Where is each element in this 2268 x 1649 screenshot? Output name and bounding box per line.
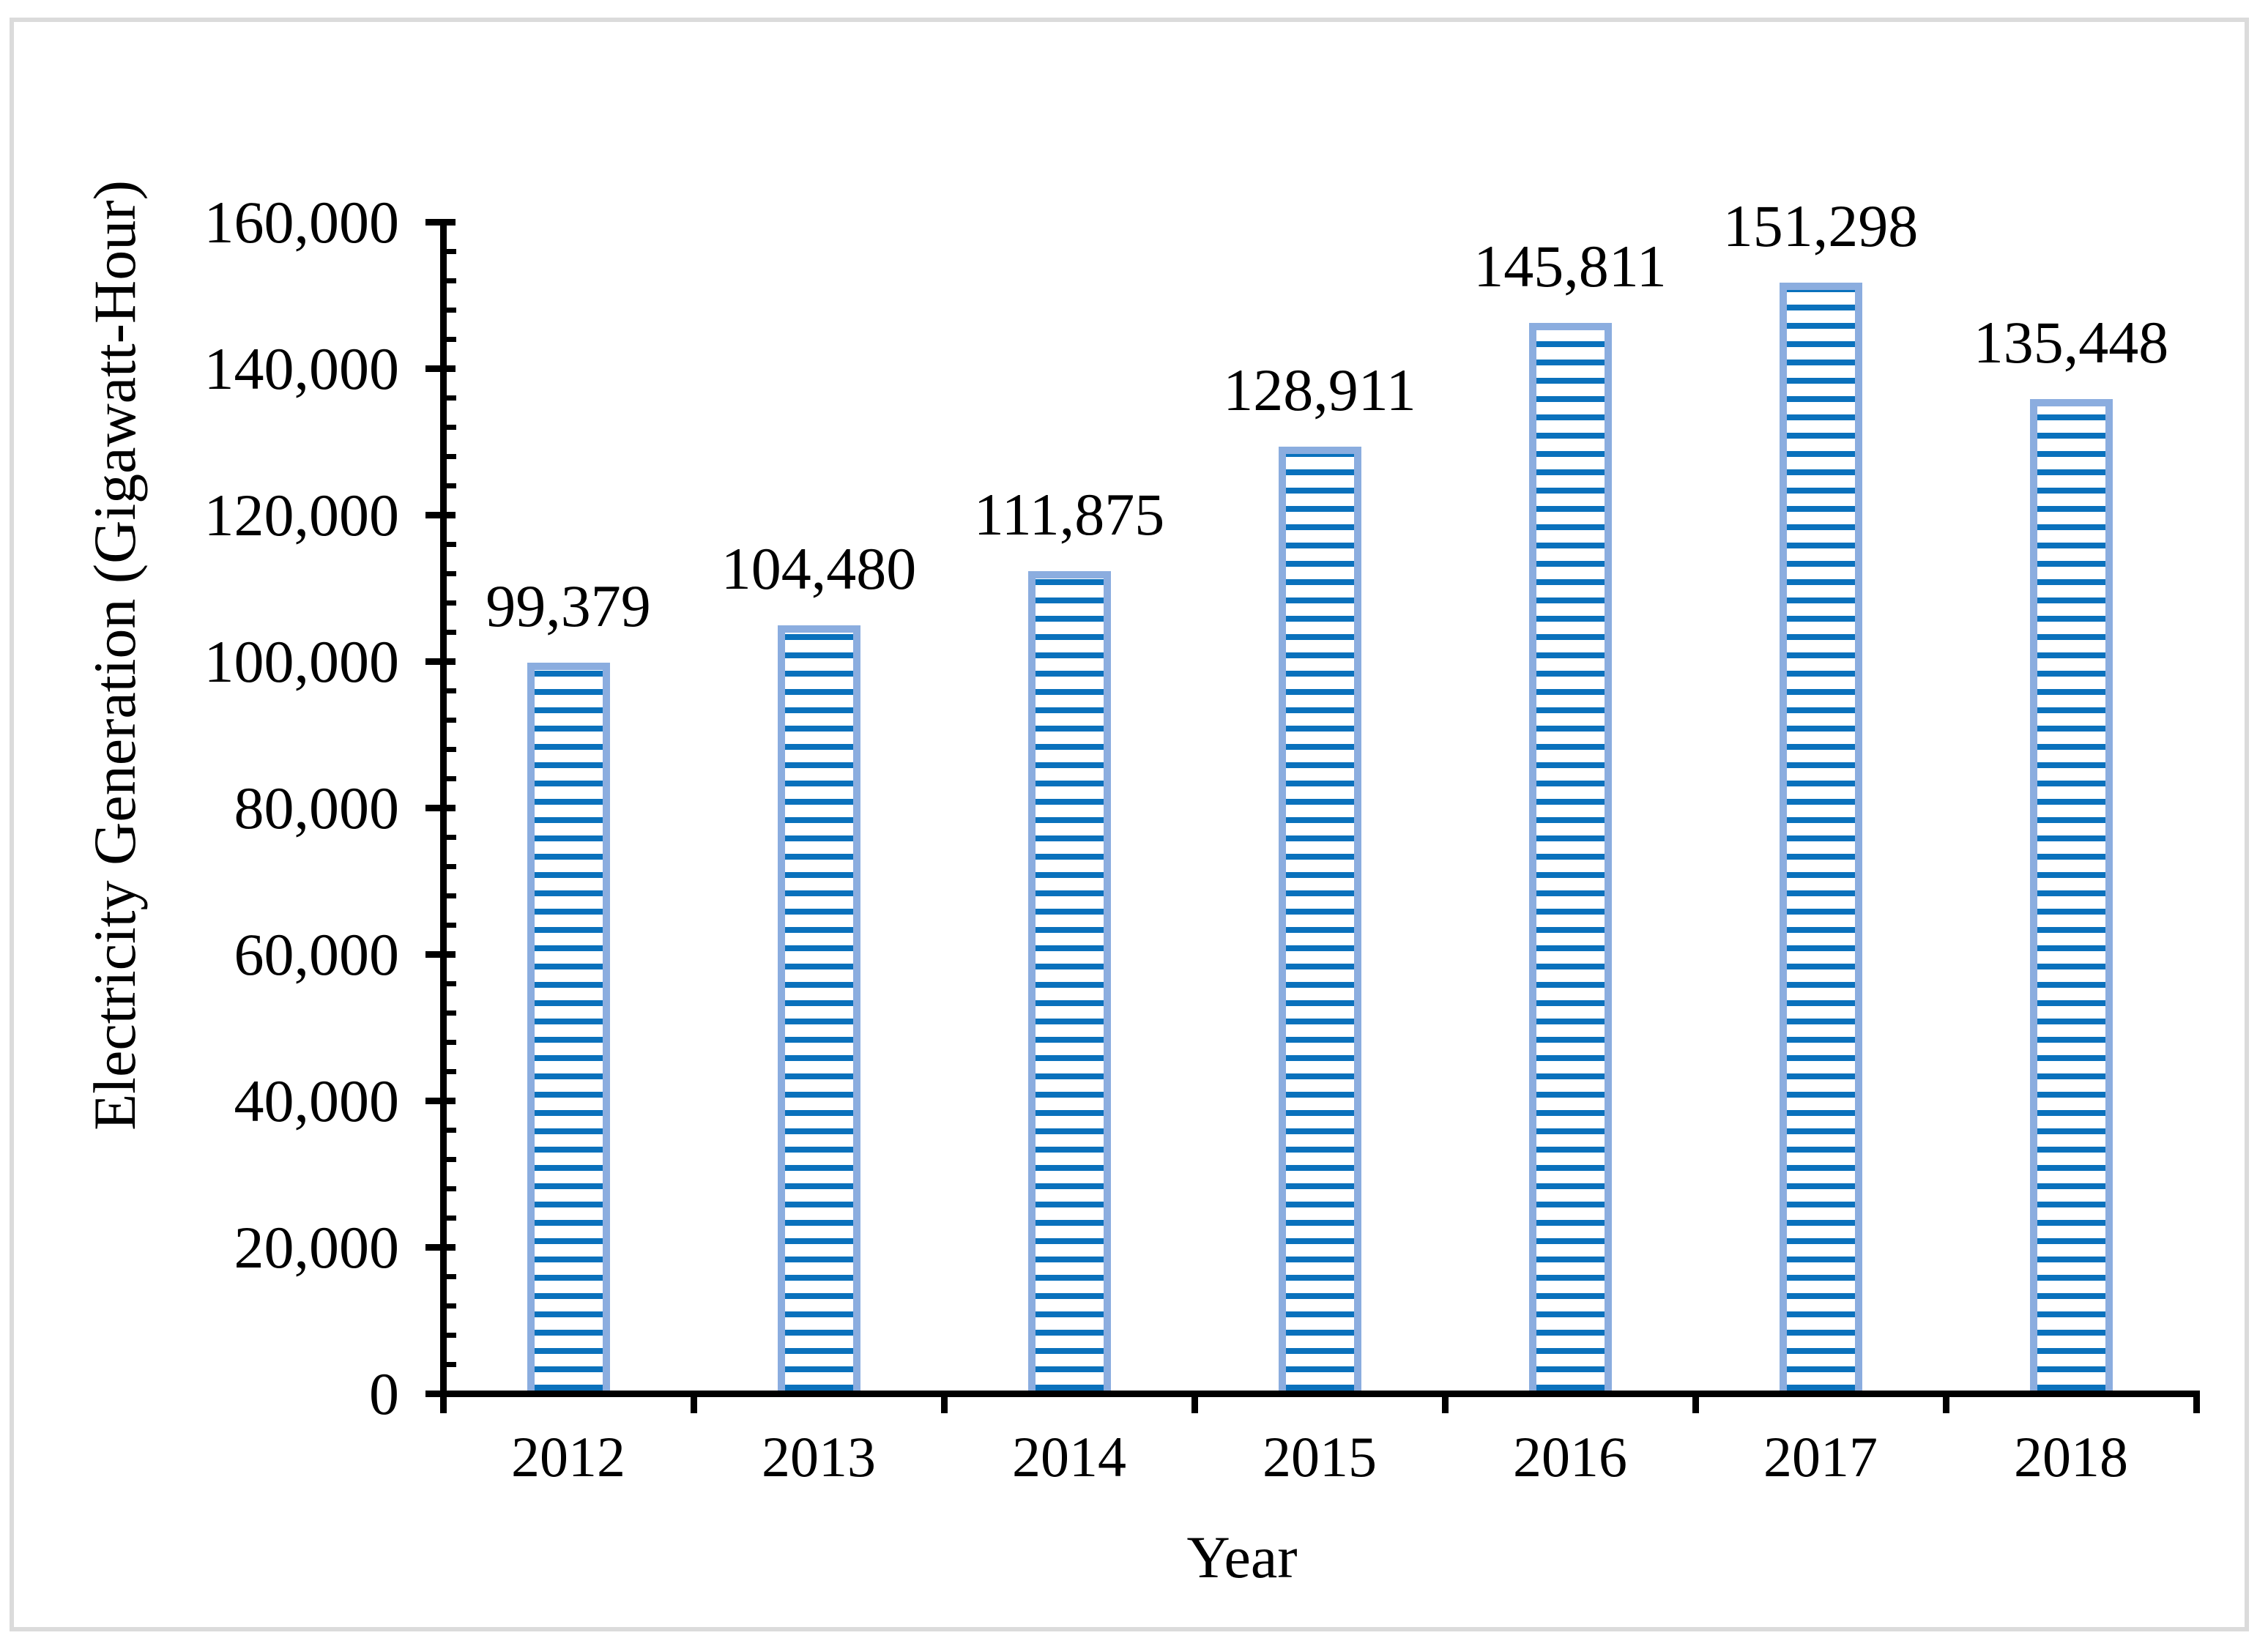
y-minor-tick — [447, 1216, 456, 1221]
bar-2017 — [1779, 283, 1862, 1391]
y-minor-tick — [447, 718, 456, 723]
y-major-tick — [425, 365, 456, 372]
y-major-tick — [425, 1244, 456, 1251]
y-tick-label: 100,000 — [204, 628, 400, 695]
y-minor-tick — [447, 278, 456, 283]
y-tick-label: 120,000 — [204, 481, 400, 548]
y-tick-label: 20,000 — [234, 1213, 400, 1281]
bar-2013 — [777, 625, 860, 1391]
y-major-tick — [425, 219, 456, 226]
x-tick-label-2016: 2016 — [1513, 1425, 1627, 1489]
data-label-2012: 99,379 — [486, 573, 651, 640]
x-tick — [690, 1391, 697, 1413]
y-minor-tick — [447, 630, 456, 635]
y-minor-tick — [447, 1274, 456, 1279]
y-minor-tick — [447, 1186, 456, 1191]
x-tick — [1191, 1391, 1198, 1413]
x-axis-title: Year — [1186, 1524, 1298, 1590]
bar-2016 — [1528, 322, 1612, 1391]
y-minor-tick — [447, 1157, 456, 1162]
x-tick-label-2017: 2017 — [1763, 1425, 1878, 1489]
bar-2012 — [527, 663, 610, 1391]
x-tick-label-2012: 2012 — [511, 1425, 625, 1489]
x-tick — [1441, 1391, 1449, 1413]
y-minor-tick — [447, 425, 456, 430]
x-tick — [1942, 1391, 1949, 1413]
figure-border — [10, 18, 2249, 1631]
y-minor-tick — [447, 600, 456, 606]
y-minor-tick — [447, 571, 456, 576]
x-axis-line — [440, 1391, 2196, 1397]
x-tick — [2193, 1391, 2200, 1413]
y-tick-label: 0 — [369, 1360, 399, 1427]
x-tick-label-2013: 2013 — [762, 1425, 876, 1489]
bar-2018 — [2029, 398, 2113, 1391]
y-minor-tick — [447, 1303, 456, 1309]
y-minor-tick — [447, 308, 456, 313]
y-tick-label: 80,000 — [234, 774, 400, 841]
y-minor-tick — [447, 337, 456, 342]
x-tick — [439, 1391, 447, 1413]
x-tick-label-2015: 2015 — [1263, 1425, 1377, 1489]
y-major-tick — [425, 658, 456, 665]
y-major-tick — [425, 805, 456, 811]
data-label-2018: 135,448 — [1973, 308, 2169, 376]
y-tick-label: 140,000 — [204, 335, 400, 402]
y-minor-tick — [447, 1040, 456, 1045]
y-minor-tick — [447, 923, 456, 928]
data-label-2017: 151,298 — [1722, 193, 1919, 260]
y-tick-label: 40,000 — [234, 1067, 400, 1134]
data-label-2015: 128,911 — [1223, 356, 1416, 423]
y-tick-label: 60,000 — [234, 920, 400, 988]
y-minor-tick — [447, 864, 456, 869]
y-minor-tick — [447, 688, 456, 693]
y-minor-tick — [447, 1010, 456, 1016]
x-tick-label-2014: 2014 — [1012, 1425, 1126, 1489]
y-minor-tick — [447, 1128, 456, 1133]
y-minor-tick — [447, 981, 456, 986]
y-minor-tick — [447, 747, 456, 752]
x-tick-label-2018: 2018 — [2014, 1425, 2128, 1489]
y-minor-tick — [447, 893, 456, 898]
y-minor-tick — [447, 835, 456, 840]
bar-2015 — [1278, 446, 1361, 1391]
y-minor-tick — [447, 1069, 456, 1074]
y-minor-tick — [447, 249, 456, 254]
y-minor-tick — [447, 454, 456, 459]
data-label-2014: 111,875 — [973, 481, 1165, 548]
y-minor-tick — [447, 395, 456, 401]
y-minor-tick — [447, 1333, 456, 1338]
bar-2014 — [1027, 571, 1111, 1391]
x-tick — [1692, 1391, 1699, 1413]
x-tick — [940, 1391, 948, 1413]
y-major-tick — [425, 1098, 456, 1104]
y-minor-tick — [447, 1362, 456, 1367]
y-tick-label: 160,000 — [204, 188, 400, 256]
y-major-tick — [425, 951, 456, 958]
y-minor-tick — [447, 776, 456, 781]
y-minor-tick — [447, 542, 456, 547]
data-label-2016: 145,811 — [1473, 232, 1667, 299]
y-minor-tick — [447, 483, 456, 488]
y-major-tick — [425, 512, 456, 518]
data-label-2013: 104,480 — [721, 535, 917, 603]
